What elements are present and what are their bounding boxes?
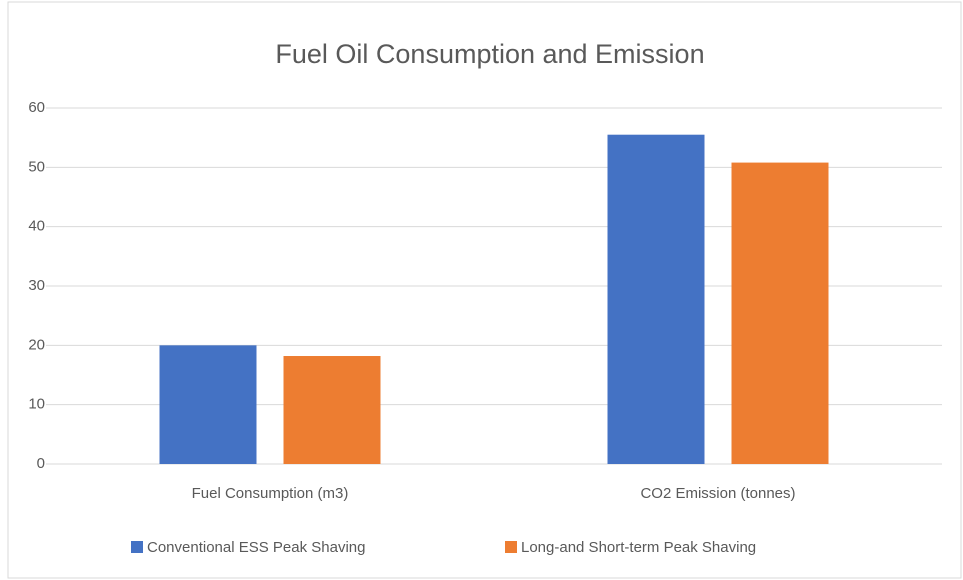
- y-tick-label: 10: [28, 396, 45, 413]
- bar: [731, 162, 829, 464]
- legend-label: Conventional ESS Peak Shaving: [147, 539, 365, 556]
- y-tick-label: 40: [28, 218, 45, 235]
- chart-title: Fuel Oil Consumption and Emission: [275, 39, 704, 69]
- legend-label: Long-and Short-term Peak Shaving: [521, 539, 756, 556]
- y-tick-label: 30: [28, 277, 45, 294]
- bar: [283, 356, 381, 464]
- legend-swatch: [131, 541, 143, 553]
- legend-swatch: [505, 541, 517, 553]
- y-tick-label: 60: [28, 99, 45, 116]
- bar: [159, 345, 257, 464]
- y-tick-label: 0: [37, 455, 45, 472]
- bar: [607, 134, 705, 464]
- x-tick-label: CO2 Emission (tonnes): [640, 485, 795, 502]
- x-tick-label: Fuel Consumption (m3): [192, 485, 349, 502]
- y-tick-label: 20: [28, 336, 45, 353]
- y-tick-label: 50: [28, 158, 45, 175]
